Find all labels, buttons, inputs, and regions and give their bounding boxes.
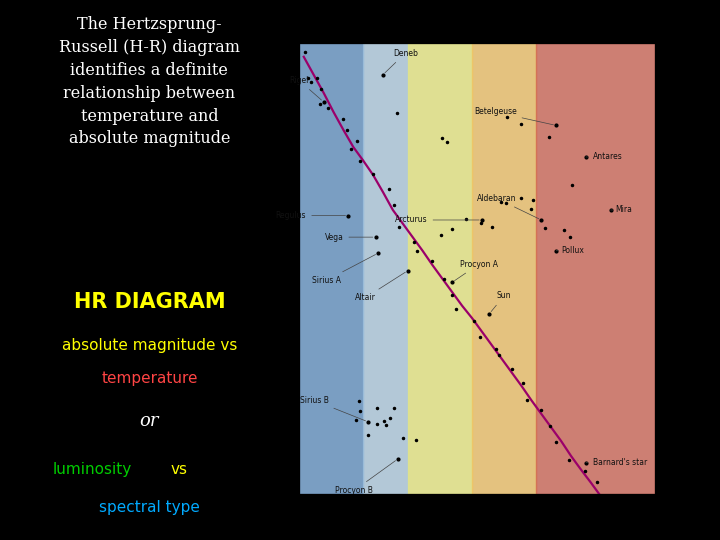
Bar	[299, 43, 363, 494]
Bar	[536, 43, 655, 494]
Text: The Hertzsprung-
Russell (H-R) diagram
identifies a definite
relationship betwee: The Hertzsprung- Russell (H-R) diagram i…	[59, 16, 240, 147]
Text: Deneb: Deneb	[385, 49, 418, 73]
Text: HR DIAGRAM: HR DIAGRAM	[73, 292, 225, 313]
Y-axis label: Luminosity (L☉): Luminosity (L☉)	[252, 230, 262, 308]
Text: absolute magnitude vs: absolute magnitude vs	[62, 338, 237, 353]
Text: luminosity: luminosity	[53, 462, 132, 477]
Text: or: or	[140, 412, 159, 430]
Text: spectral type: spectral type	[99, 500, 200, 515]
Text: Vega: Vega	[325, 233, 373, 241]
Text: Rigel: Rigel	[289, 76, 321, 100]
Text: Barnard's star: Barnard's star	[586, 458, 647, 467]
Text: Sirius A: Sirius A	[312, 254, 376, 285]
Text: temperature: temperature	[101, 370, 198, 386]
Text: Betelgeuse: Betelgeuse	[474, 107, 554, 125]
Bar	[408, 43, 472, 494]
Text: Altair: Altair	[355, 272, 405, 302]
Text: vs: vs	[171, 462, 188, 477]
Text: Arcturus: Arcturus	[395, 215, 480, 225]
Bar	[363, 43, 408, 494]
X-axis label: ◄— Surface temperature (K): ◄— Surface temperature (K)	[408, 15, 546, 24]
Y-axis label: Absolute magnitude: Absolute magnitude	[689, 219, 699, 318]
Text: Sirius B: Sirius B	[300, 396, 366, 421]
X-axis label: Spectral type: Spectral type	[440, 517, 514, 526]
Text: Regulus: Regulus	[276, 211, 346, 220]
Text: Sun: Sun	[491, 291, 511, 312]
Text: Pollux: Pollux	[557, 246, 584, 255]
Text: Procyon A: Procyon A	[454, 260, 498, 281]
Text: Mira: Mira	[611, 206, 632, 214]
Text: Aldebaran: Aldebaran	[477, 194, 539, 219]
Bar	[472, 43, 536, 494]
Text: Antares: Antares	[586, 152, 623, 161]
Text: Procyon B: Procyon B	[336, 461, 395, 495]
